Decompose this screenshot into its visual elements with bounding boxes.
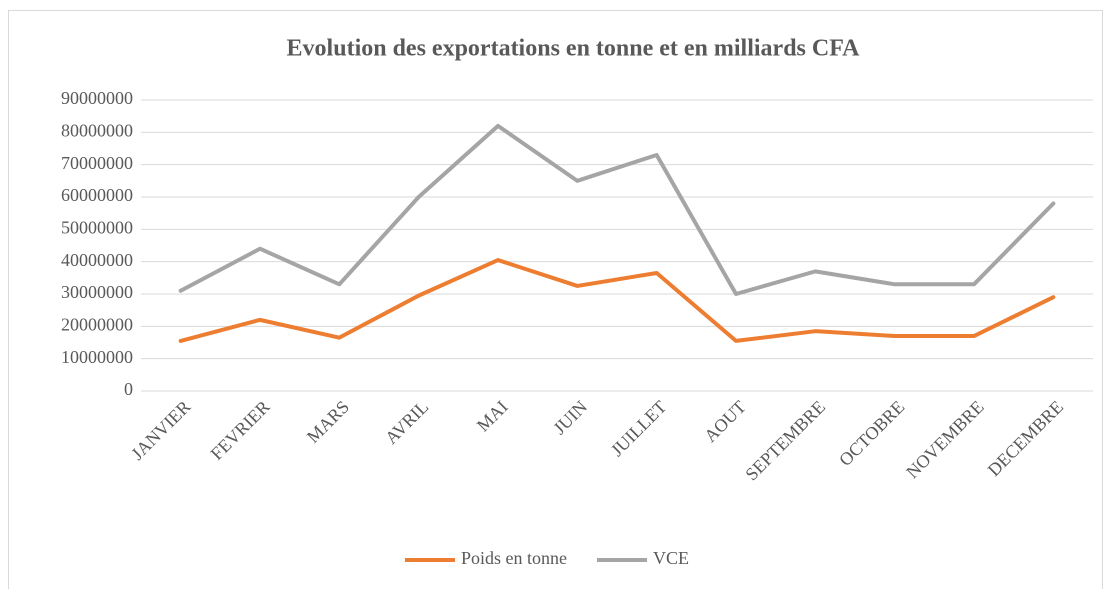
y-tick-label: 40000000 xyxy=(61,250,133,270)
chart-title: Evolution des exportations en tonne et e… xyxy=(287,36,861,62)
y-tick-label: 50000000 xyxy=(61,217,133,237)
y-tick-label: 30000000 xyxy=(61,282,133,302)
y-tick-label: 20000000 xyxy=(61,314,133,334)
y-tick-label: 80000000 xyxy=(61,120,133,140)
legend-label: VCE xyxy=(653,548,689,568)
y-tick-label: 60000000 xyxy=(61,185,133,205)
y-tick-label: 10000000 xyxy=(61,347,133,367)
y-tick-label: 0 xyxy=(124,379,133,399)
y-tick-label: 90000000 xyxy=(61,88,133,108)
line-series xyxy=(178,123,1056,296)
chart-border xyxy=(8,10,1103,589)
y-tick-label: 70000000 xyxy=(61,153,133,173)
line-series xyxy=(178,258,1056,343)
legend-label: Poids en tonne xyxy=(461,548,567,568)
